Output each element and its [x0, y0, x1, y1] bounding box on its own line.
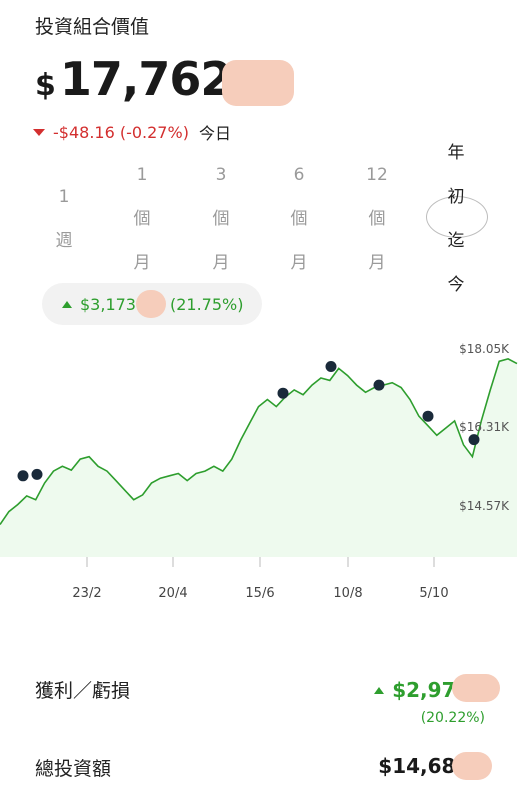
period-label: 個	[212, 209, 230, 229]
currency-symbol: $	[35, 68, 56, 103]
period-label: 12	[366, 165, 388, 185]
x-tick-label: 5/10	[419, 586, 449, 601]
redaction-mask	[452, 674, 500, 702]
y-tick-label: $16.31K	[459, 420, 509, 434]
chart-event-marker	[17, 470, 29, 482]
period-label: 月	[290, 253, 308, 273]
period-label: 今	[447, 275, 465, 295]
x-tick-label: 15/6	[245, 586, 275, 601]
day-change-label: 今日	[198, 124, 231, 143]
up-arrow-icon	[62, 300, 72, 308]
x-tick-label: 23/2	[72, 586, 102, 601]
portfolio-value-amount: 17,762.	[59, 52, 249, 106]
down-arrow-icon	[33, 128, 45, 136]
chart-event-marker	[468, 434, 480, 446]
redaction-mask	[136, 290, 166, 318]
period-label: 個	[368, 209, 386, 229]
period-3m[interactable]: 3 個 月	[209, 164, 233, 296]
x-tick-label: 20/4	[158, 586, 188, 601]
period-label: 個	[133, 209, 151, 229]
period-label: 個	[290, 209, 308, 229]
active-period-indicator	[426, 196, 488, 238]
profit-loss-percent: (20.22%)	[420, 710, 485, 726]
period-label: 月	[212, 253, 230, 273]
redaction-mask	[452, 752, 492, 780]
period-label: 3	[215, 165, 227, 185]
chart-event-marker	[277, 387, 289, 399]
period-label: 月	[368, 253, 386, 273]
chart-event-marker	[325, 361, 337, 372]
period-label: 1	[58, 187, 70, 207]
redaction-mask	[222, 60, 294, 106]
period-label: 月	[133, 253, 151, 273]
y-tick-label: $14.57K	[459, 499, 509, 513]
period-6m[interactable]: 6 個 月	[287, 164, 311, 296]
chart-area-fill	[0, 358, 517, 557]
chart-event-marker	[422, 410, 434, 422]
period-label: 年	[447, 143, 465, 163]
chart-series-line	[0, 358, 518, 525]
x-tick-label: 10/8	[333, 586, 363, 601]
chart-event-marker	[373, 379, 385, 391]
period-12m[interactable]: 12 個 月	[362, 164, 392, 296]
chart-event-marker	[31, 468, 43, 480]
up-arrow-icon	[374, 686, 385, 694]
period-label: 6	[293, 165, 305, 185]
period-gain-percent: (21.75%)	[169, 294, 244, 314]
period-label: 迄	[447, 231, 465, 251]
page-title: 投資組合價值	[35, 16, 150, 38]
portfolio-value: $ 17,762.	[35, 52, 249, 106]
period-1w[interactable]: 1 週	[52, 186, 76, 274]
period-label: 1	[136, 165, 148, 185]
period-label: 週	[55, 231, 73, 251]
day-change-value: -$48.16 (-0.27%)	[53, 122, 189, 142]
day-change: -$48.16 (-0.27%) 今日	[33, 120, 231, 144]
period-label: 初	[447, 187, 465, 207]
portfolio-chart[interactable]	[0, 335, 519, 605]
y-tick-label: $18.05K	[459, 342, 509, 356]
period-ytd[interactable]: 年 初 迄 今	[444, 142, 468, 318]
profit-loss-label: 獲利／虧損	[35, 680, 131, 702]
period-gain-amount: $3,173	[80, 294, 136, 314]
total-invested-label: 總投資額	[35, 758, 112, 780]
period-1m[interactable]: 1 個 月	[130, 164, 154, 296]
